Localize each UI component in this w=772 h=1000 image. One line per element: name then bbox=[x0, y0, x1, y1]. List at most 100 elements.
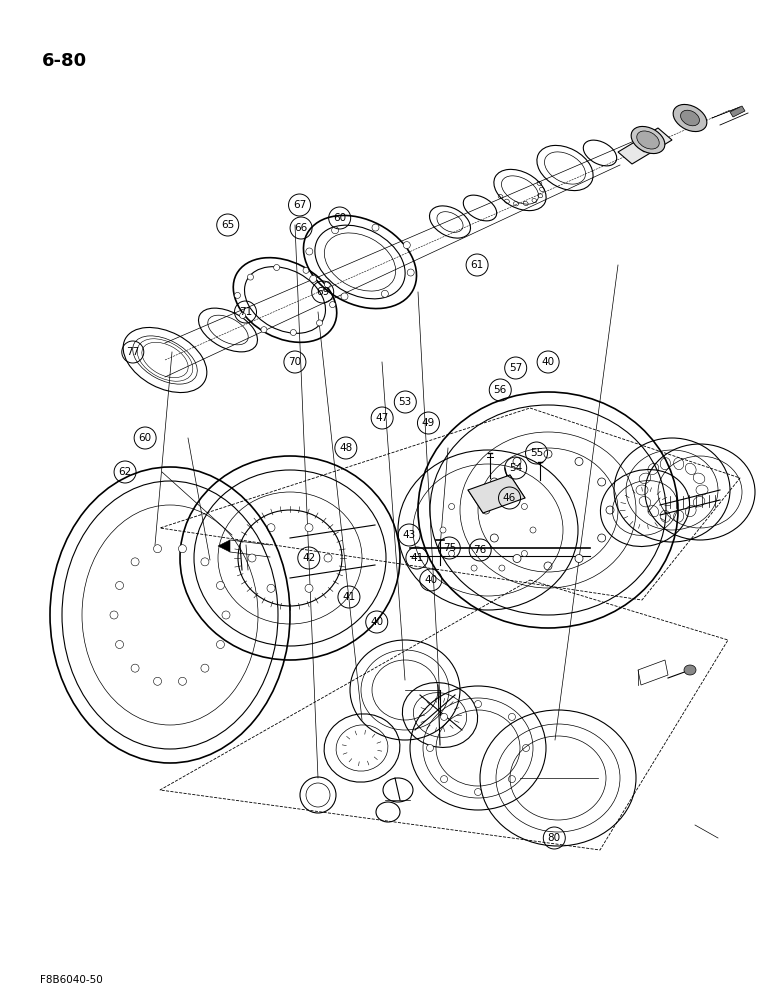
Ellipse shape bbox=[261, 327, 267, 333]
Text: 40: 40 bbox=[541, 357, 555, 367]
Text: 70: 70 bbox=[288, 357, 302, 367]
Ellipse shape bbox=[490, 534, 498, 542]
Ellipse shape bbox=[235, 292, 240, 298]
Ellipse shape bbox=[317, 320, 323, 326]
Text: 71: 71 bbox=[239, 307, 252, 317]
Ellipse shape bbox=[684, 665, 696, 675]
Ellipse shape bbox=[441, 713, 448, 720]
Ellipse shape bbox=[637, 131, 659, 149]
Text: 69: 69 bbox=[316, 287, 330, 297]
Text: 77: 77 bbox=[126, 347, 140, 357]
Text: 67: 67 bbox=[293, 200, 306, 210]
Ellipse shape bbox=[403, 242, 410, 249]
Ellipse shape bbox=[544, 562, 552, 570]
Ellipse shape bbox=[216, 641, 225, 649]
Ellipse shape bbox=[521, 503, 527, 509]
Text: 48: 48 bbox=[339, 443, 353, 453]
Ellipse shape bbox=[341, 293, 348, 300]
Ellipse shape bbox=[575, 458, 583, 466]
Ellipse shape bbox=[482, 506, 490, 514]
Ellipse shape bbox=[248, 274, 253, 280]
Ellipse shape bbox=[523, 744, 530, 752]
Text: 49: 49 bbox=[422, 418, 435, 428]
Ellipse shape bbox=[306, 248, 313, 255]
Ellipse shape bbox=[201, 558, 209, 566]
Text: 40: 40 bbox=[424, 575, 438, 585]
Text: 62: 62 bbox=[118, 467, 132, 477]
Ellipse shape bbox=[324, 282, 330, 288]
Ellipse shape bbox=[631, 126, 665, 154]
Ellipse shape bbox=[248, 554, 256, 562]
Ellipse shape bbox=[310, 275, 317, 282]
Ellipse shape bbox=[178, 677, 187, 685]
Ellipse shape bbox=[131, 558, 139, 566]
Ellipse shape bbox=[530, 527, 536, 533]
Ellipse shape bbox=[681, 110, 699, 126]
Ellipse shape bbox=[116, 641, 124, 649]
Ellipse shape bbox=[471, 565, 477, 571]
Ellipse shape bbox=[267, 524, 275, 532]
Ellipse shape bbox=[305, 584, 313, 592]
Ellipse shape bbox=[449, 503, 455, 509]
Ellipse shape bbox=[131, 664, 139, 672]
Ellipse shape bbox=[116, 581, 124, 589]
Polygon shape bbox=[618, 128, 672, 164]
Ellipse shape bbox=[513, 554, 521, 562]
Ellipse shape bbox=[509, 776, 516, 783]
Ellipse shape bbox=[499, 565, 505, 571]
Ellipse shape bbox=[509, 713, 516, 720]
Ellipse shape bbox=[521, 551, 527, 557]
Text: 65: 65 bbox=[221, 220, 235, 230]
Ellipse shape bbox=[381, 290, 388, 297]
Text: 60: 60 bbox=[138, 433, 152, 443]
Ellipse shape bbox=[598, 534, 606, 542]
Text: 66: 66 bbox=[294, 223, 308, 233]
Ellipse shape bbox=[673, 104, 707, 132]
Text: 42: 42 bbox=[302, 553, 316, 563]
Ellipse shape bbox=[330, 302, 336, 308]
Text: 41: 41 bbox=[410, 553, 424, 563]
Ellipse shape bbox=[513, 458, 521, 466]
Ellipse shape bbox=[290, 329, 296, 335]
Ellipse shape bbox=[324, 554, 332, 562]
Ellipse shape bbox=[332, 227, 339, 234]
Ellipse shape bbox=[441, 776, 448, 783]
Ellipse shape bbox=[222, 611, 230, 619]
Ellipse shape bbox=[154, 545, 161, 553]
Text: 43: 43 bbox=[402, 530, 416, 540]
Ellipse shape bbox=[201, 664, 209, 672]
Ellipse shape bbox=[154, 677, 161, 685]
Ellipse shape bbox=[499, 489, 505, 495]
Text: F8B6040-50: F8B6040-50 bbox=[40, 975, 103, 985]
Text: 53: 53 bbox=[398, 397, 412, 407]
Ellipse shape bbox=[273, 265, 279, 271]
Ellipse shape bbox=[303, 267, 309, 273]
Text: 80: 80 bbox=[547, 833, 561, 843]
Ellipse shape bbox=[426, 744, 434, 752]
Ellipse shape bbox=[490, 478, 498, 486]
Polygon shape bbox=[468, 475, 525, 513]
Ellipse shape bbox=[239, 312, 245, 318]
Text: 41: 41 bbox=[342, 592, 356, 602]
Polygon shape bbox=[636, 134, 663, 152]
Text: 46: 46 bbox=[503, 493, 516, 503]
Ellipse shape bbox=[216, 581, 225, 589]
Text: 55: 55 bbox=[530, 448, 543, 458]
Ellipse shape bbox=[606, 506, 614, 514]
Ellipse shape bbox=[372, 224, 379, 231]
Text: 40: 40 bbox=[370, 617, 384, 627]
Ellipse shape bbox=[407, 269, 415, 276]
Ellipse shape bbox=[475, 788, 482, 796]
Ellipse shape bbox=[475, 700, 482, 708]
Ellipse shape bbox=[575, 554, 583, 562]
Text: 56: 56 bbox=[493, 385, 507, 395]
Ellipse shape bbox=[449, 551, 455, 557]
Text: 76: 76 bbox=[473, 545, 487, 555]
Ellipse shape bbox=[178, 545, 187, 553]
Ellipse shape bbox=[267, 584, 275, 592]
Text: 57: 57 bbox=[509, 363, 523, 373]
Ellipse shape bbox=[598, 478, 606, 486]
Text: 54: 54 bbox=[509, 463, 523, 473]
Text: 47: 47 bbox=[375, 413, 389, 423]
Ellipse shape bbox=[471, 489, 477, 495]
